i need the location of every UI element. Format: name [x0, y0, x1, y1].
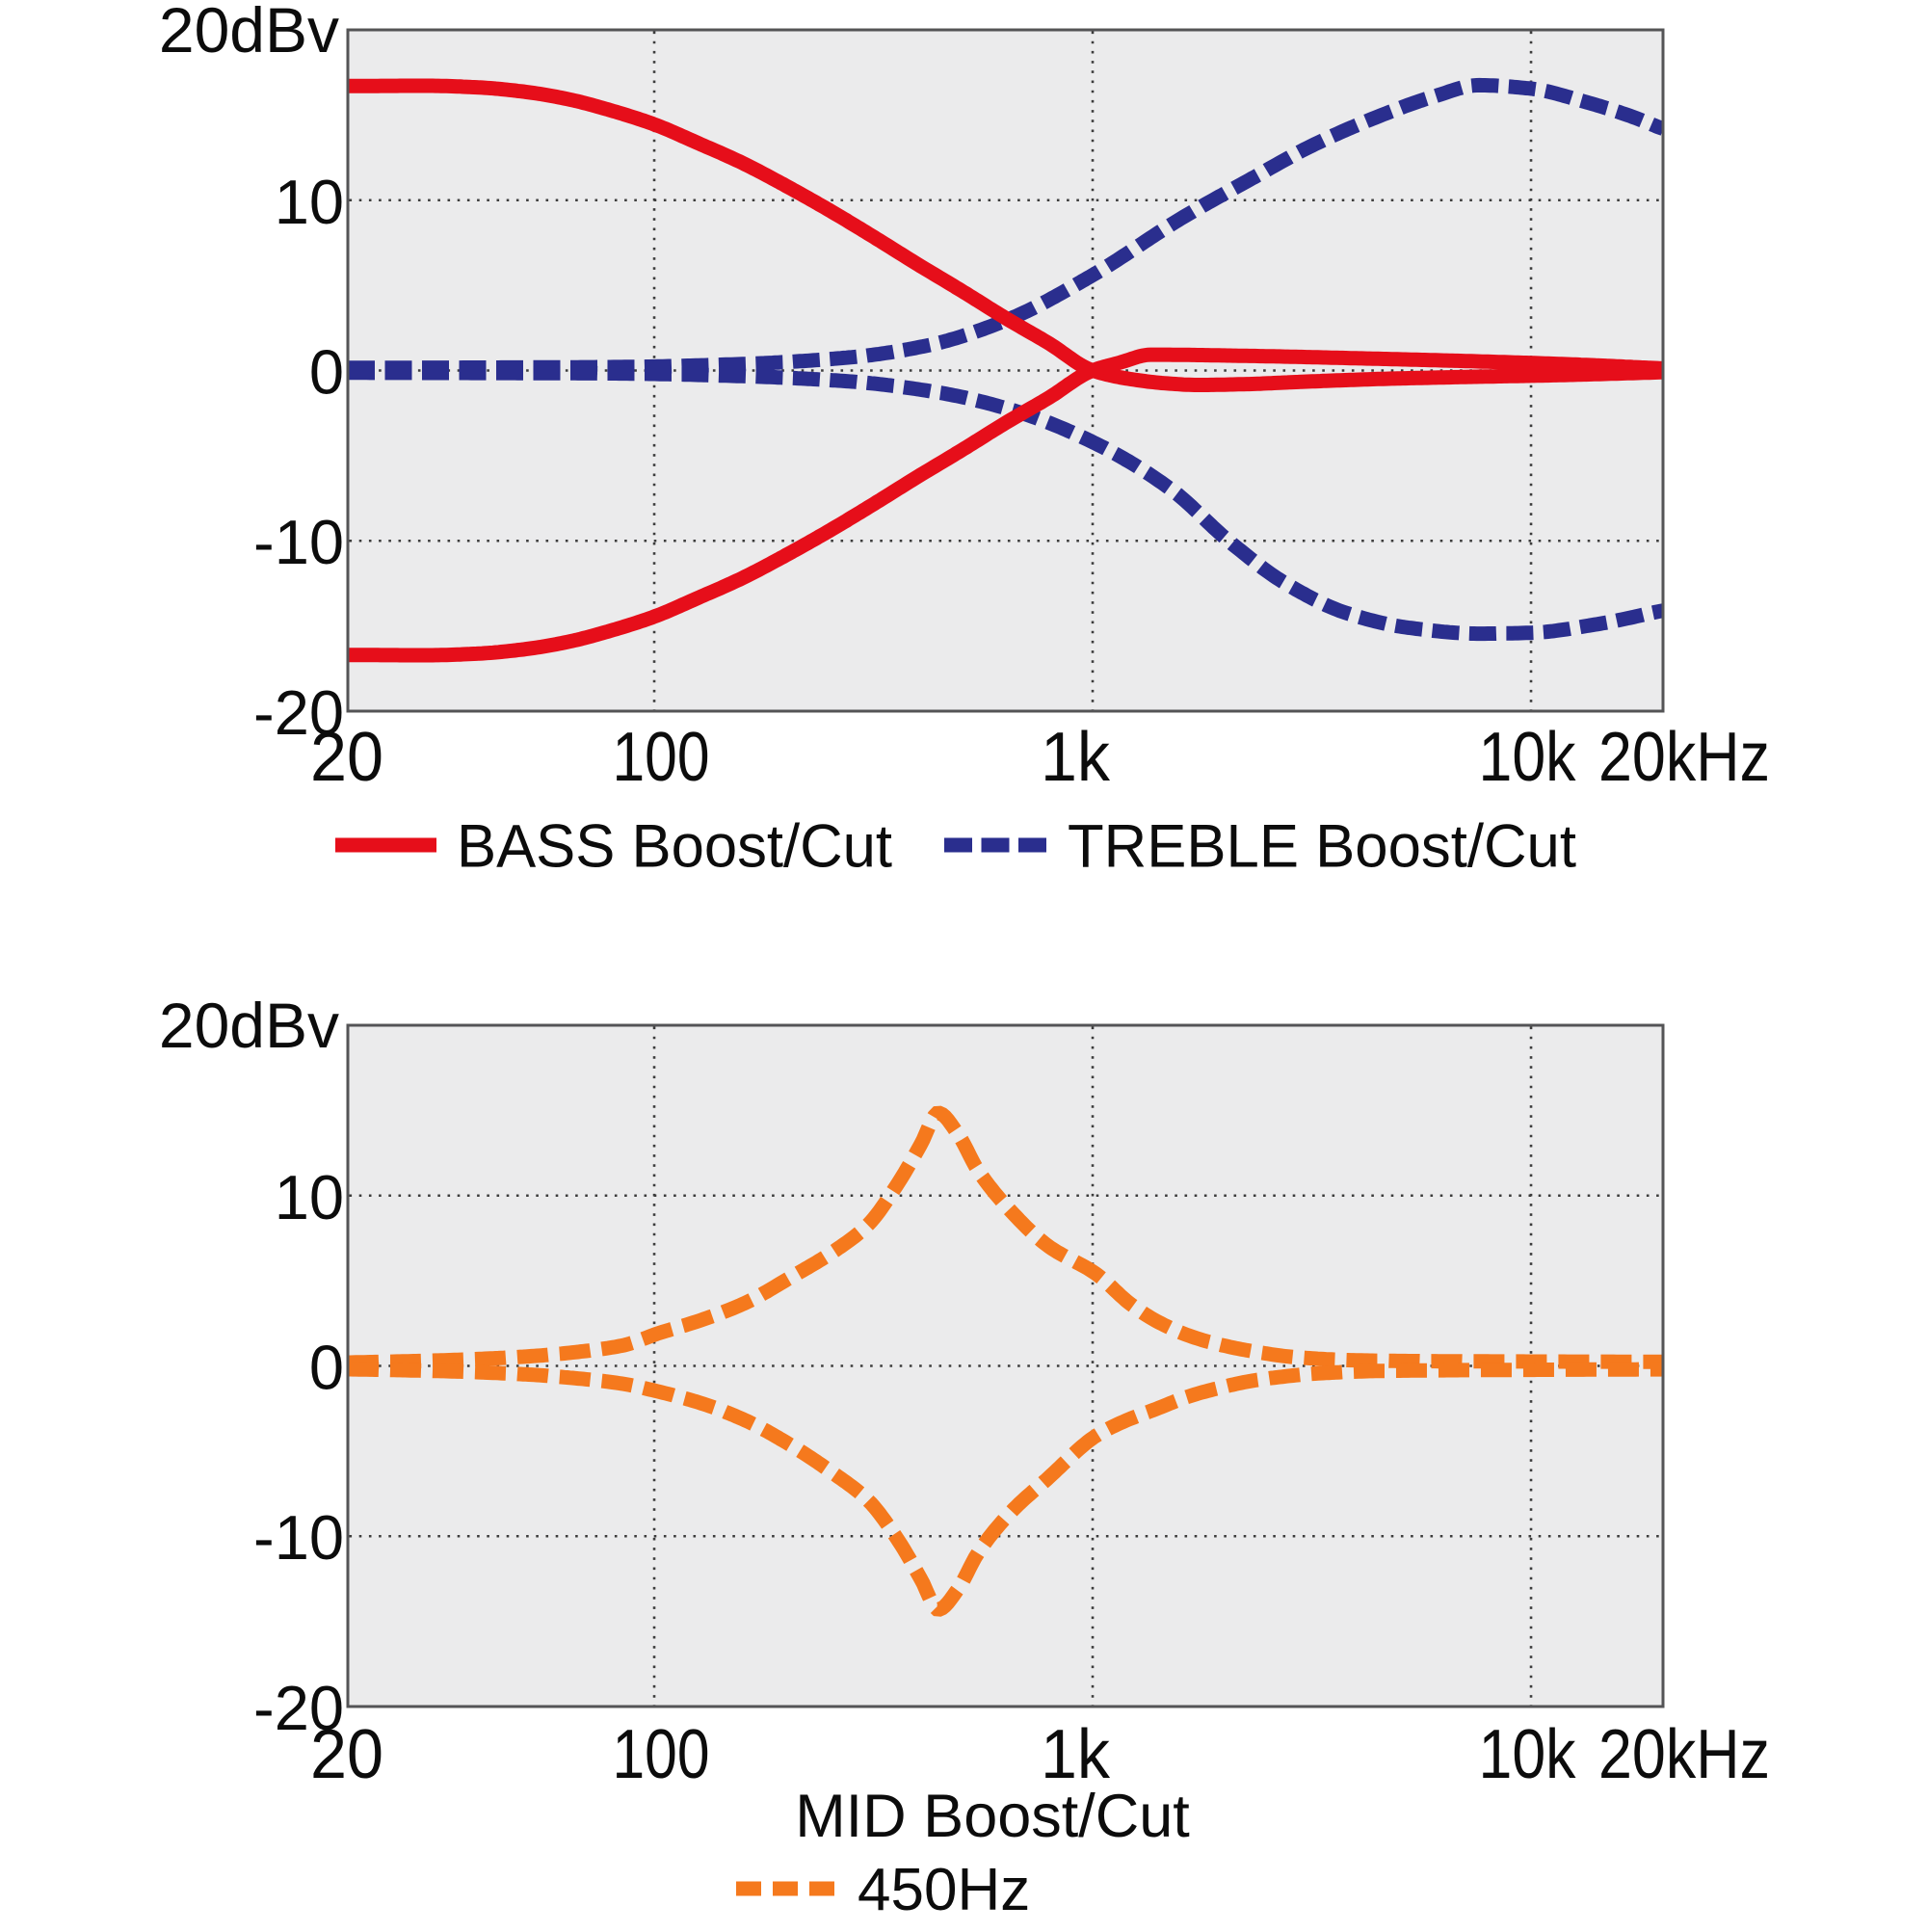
svg-text:20kHz: 20kHz: [1598, 719, 1770, 796]
svg-text:0: 0: [309, 1333, 344, 1403]
svg-text:10: 10: [275, 167, 344, 237]
svg-text:-10: -10: [253, 1502, 344, 1573]
svg-text:BASS Boost/Cut: BASS Boost/Cut: [457, 813, 892, 881]
svg-text:MID Boost/Cut: MID Boost/Cut: [795, 1783, 1190, 1850]
svg-text:10k: 10k: [1479, 1716, 1577, 1793]
svg-text:20: 20: [310, 719, 383, 796]
svg-text:1k: 1k: [1041, 1716, 1111, 1793]
svg-text:-20: -20: [253, 1673, 344, 1743]
svg-text:100: 100: [613, 1716, 710, 1793]
svg-text:1k: 1k: [1041, 719, 1111, 796]
svg-text:450Hz: 450Hz: [858, 1857, 1030, 1923]
svg-text:20: 20: [310, 1716, 383, 1793]
svg-text:TREBLE Boost/Cut: TREBLE Boost/Cut: [1068, 813, 1576, 881]
svg-text:0: 0: [309, 337, 344, 408]
svg-text:20dBv: 20dBv: [159, 990, 339, 1061]
svg-text:10: 10: [275, 1162, 344, 1232]
svg-text:100: 100: [613, 719, 710, 796]
svg-text:20kHz: 20kHz: [1598, 1716, 1770, 1793]
svg-text:10k: 10k: [1479, 719, 1577, 796]
svg-text:-20: -20: [253, 677, 344, 748]
svg-text:-10: -10: [253, 507, 344, 577]
svg-text:20dBv: 20dBv: [159, 0, 339, 66]
